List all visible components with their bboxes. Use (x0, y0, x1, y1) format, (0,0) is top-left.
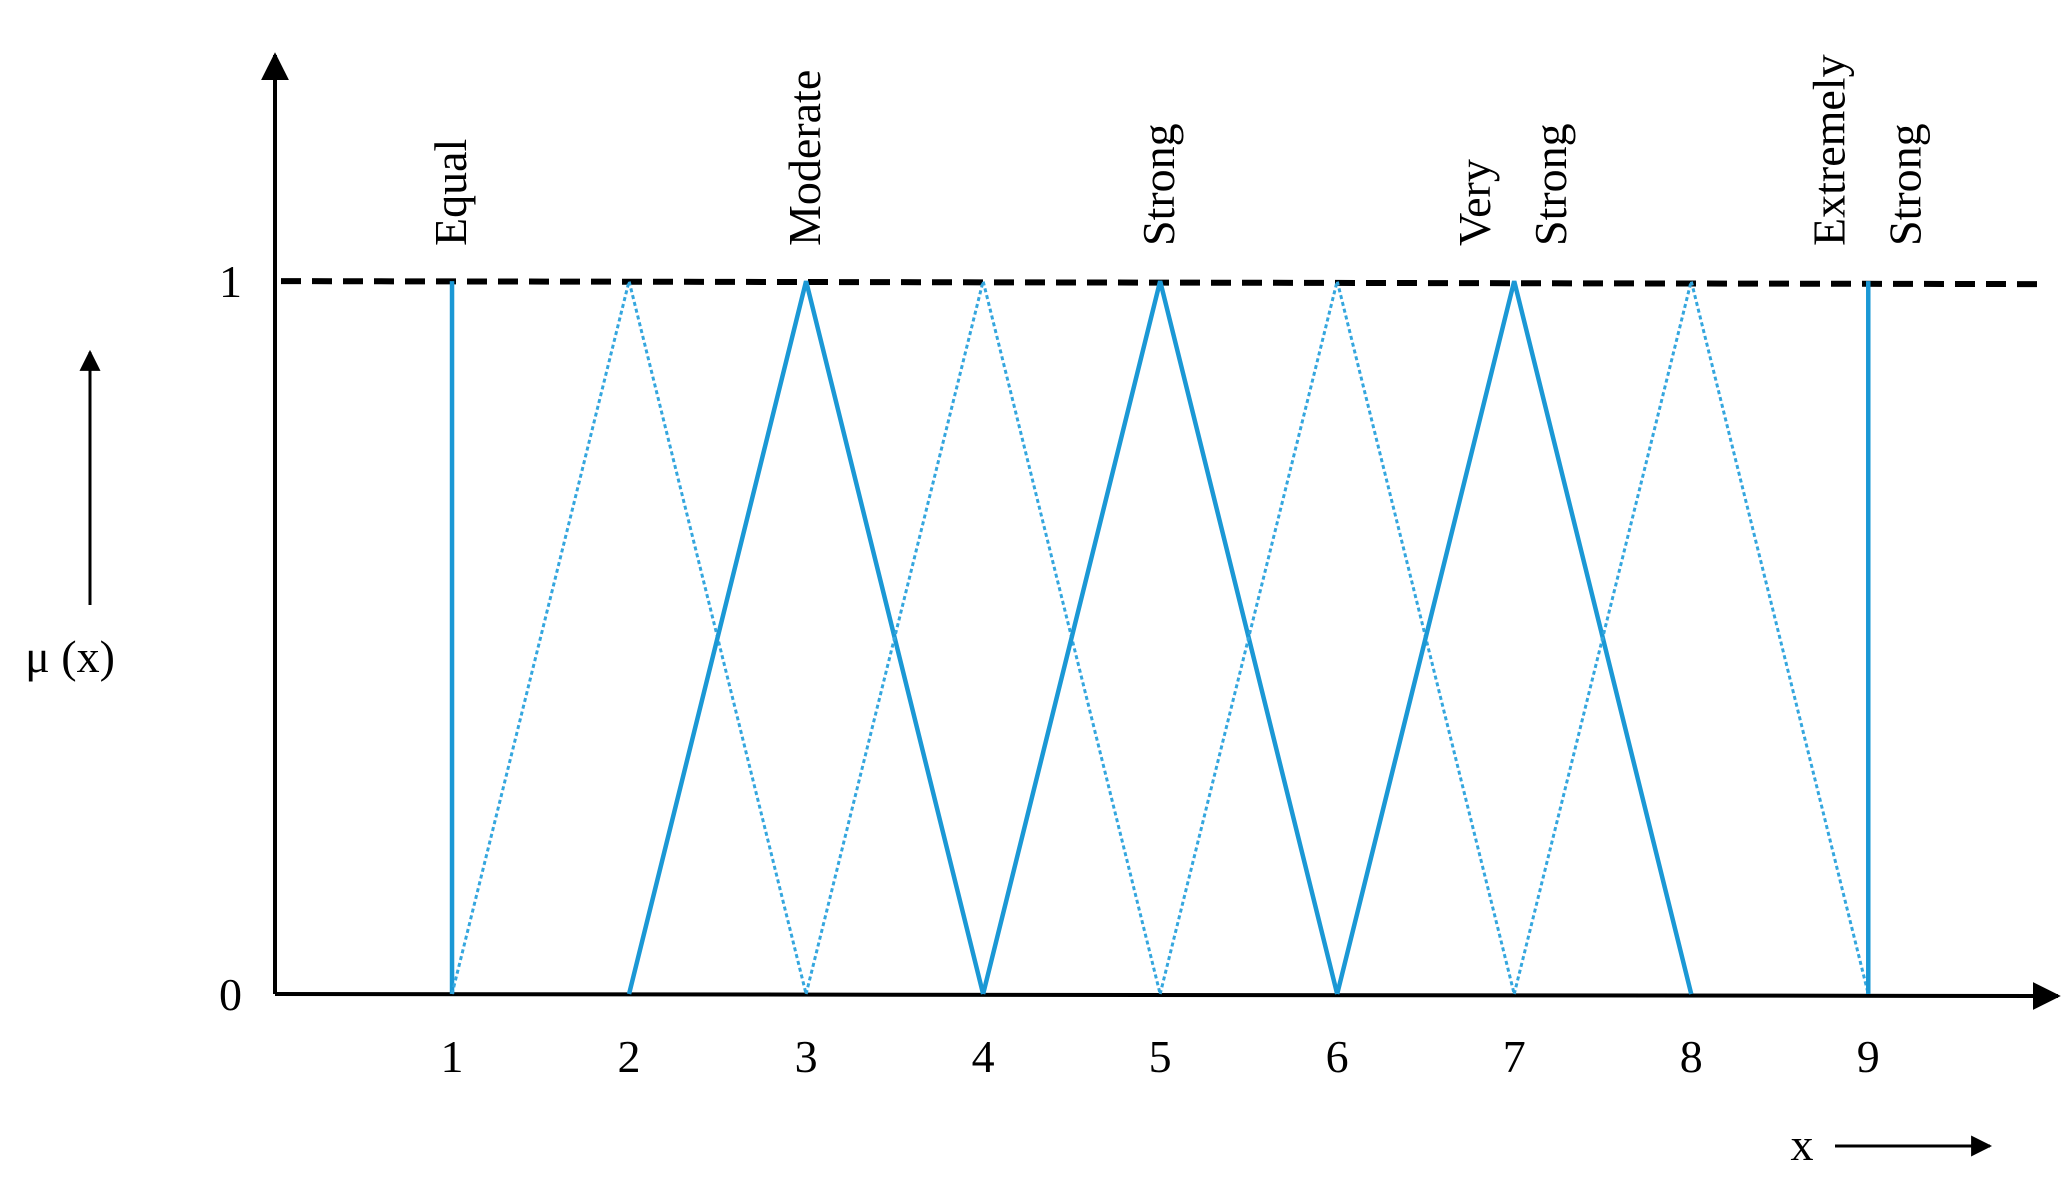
membership-line (980, 280, 1340, 995)
term-label: Equal (425, 139, 476, 246)
membership-line (1334, 280, 1694, 995)
x-tick-label: 6 (1326, 1031, 1349, 1082)
x-tick-label: 7 (1503, 1031, 1526, 1082)
y-tick-label: 0 (219, 969, 242, 1020)
x-axis (274, 981, 2061, 1010)
term-label: Strong (1525, 123, 1576, 246)
x-tick-label: 3 (795, 1031, 818, 1082)
x-tick-label: 4 (972, 1031, 995, 1082)
term-label: Very (1449, 159, 1500, 246)
reference-line (280, 278, 2046, 288)
term-label: Strong (1879, 123, 1930, 246)
x-tick-label: 2 (618, 1031, 641, 1082)
membership-line (450, 280, 808, 995)
term-label: Extremely (1803, 54, 1854, 246)
x-tick-label: 8 (1680, 1031, 1703, 1082)
x-tick-label: 5 (1149, 1031, 1172, 1082)
membership-line (1512, 280, 1870, 995)
term-label: Moderate (779, 70, 830, 246)
term-label: Strong (1133, 123, 1184, 246)
x-tick-label: 1 (441, 1031, 464, 1082)
x-tick-label: 9 (1857, 1031, 1880, 1082)
y-axis-label: μ (x) (25, 631, 115, 682)
x-axis-label: x (1791, 1119, 1814, 1170)
membership-line (1158, 280, 1516, 995)
y-tick-label: 1 (219, 256, 242, 307)
membership-line (804, 280, 1162, 995)
membership-line (626, 280, 986, 995)
